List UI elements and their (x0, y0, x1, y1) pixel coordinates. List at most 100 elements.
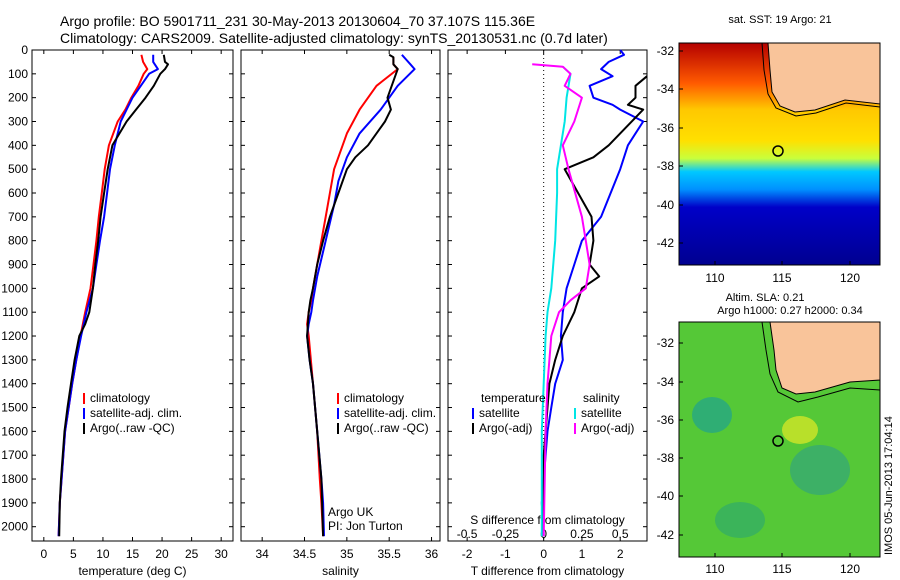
diff-legend-header: temperature (481, 391, 546, 405)
sla-lat-tick: -40 (657, 489, 675, 503)
sla-map-subtitle: Argo h1000: 0.27 h2000: 0.34 (717, 305, 863, 317)
x-tick-label: 30 (214, 547, 228, 561)
sst-lon-tick: 120 (840, 271, 860, 285)
sst-lat-tick: -36 (657, 121, 675, 135)
y-tick-label: 600 (8, 186, 28, 200)
secondary-x-tick-label: -0.5 (457, 527, 478, 541)
figure-title: Argo profile: BO 5901711_231 30-May-2013… (60, 13, 536, 29)
sla-lon-tick: 115 (772, 562, 791, 576)
sal-legend-label: satellite-adj. clim. (344, 406, 436, 420)
x-tick-label: 35 (340, 547, 354, 561)
secondary-x-tick-label: 0.25 (570, 527, 594, 541)
y-tick-label: 1400 (1, 377, 28, 391)
argo-uk-text: Argo UK (328, 505, 373, 519)
sla-lat-tick: -38 (657, 451, 675, 465)
sla-lat-tick: -42 (657, 528, 675, 542)
y-tick-label: 1800 (1, 472, 28, 486)
y-tick-label: 1300 (1, 353, 28, 367)
x-tick-label: -2 (462, 547, 473, 561)
sla-lat-tick: -36 (657, 413, 675, 427)
y-tick-label: 1200 (1, 329, 28, 343)
diff-temp-legend-label: satellite (479, 406, 520, 420)
y-tick-label: 1700 (1, 448, 28, 462)
secondary-x-axis-label: S difference from climatology (470, 513, 625, 527)
plot-frame-2 (447, 49, 648, 542)
sla-eddy (715, 502, 765, 538)
sst-lat-tick: -34 (657, 82, 675, 96)
x-tick-label: 34.5 (293, 547, 317, 561)
sla-lon-tick: 120 (840, 562, 860, 576)
sla-eddy (692, 397, 732, 433)
y-tick-label: 400 (8, 138, 28, 152)
series-line (540, 65, 572, 537)
y-tick-label: 100 (8, 67, 28, 81)
y-tick-label: 200 (8, 91, 28, 105)
y-tick-label: 1900 (1, 496, 28, 510)
x-axis-label: salinity (322, 564, 359, 578)
temp-legend-label: satellite-adj. clim. (90, 406, 182, 420)
y-tick-label: 500 (8, 162, 28, 176)
y-tick-label: 2000 (1, 520, 28, 534)
diff-sal-legend-label: Argo(-adj) (581, 421, 634, 435)
sst-land (767, 42, 881, 113)
x-axis-label: temperature (deg C) (78, 564, 186, 578)
diff-temp-legend-label: Argo(-adj) (479, 421, 532, 435)
y-tick-label: 1100 (2, 305, 28, 319)
sla-lon-tick: 110 (705, 562, 724, 576)
sla-eddy (782, 416, 818, 444)
x-tick-label: -1 (500, 547, 511, 561)
x-tick-label: 1 (579, 547, 586, 561)
x-tick-label: 15 (126, 547, 140, 561)
sst-lat-tick: -40 (657, 198, 675, 212)
x-tick-label: 34 (255, 547, 269, 561)
y-tick-label: 1600 (1, 424, 28, 438)
sst-lat-tick: -42 (657, 236, 675, 250)
x-tick-label: 2 (617, 547, 624, 561)
figure-subtitle: Climatology: CARS2009. Satellite-adjuste… (60, 30, 608, 46)
diff-sal-legend-label: satellite (581, 406, 622, 420)
pi-text: PI: Jon Turton (328, 519, 403, 533)
x-tick-label: 35.5 (378, 547, 402, 561)
sla-lat-tick: -34 (657, 375, 675, 389)
sla-coastline (761, 321, 881, 403)
series-line (58, 54, 169, 537)
x-tick-label: 0 (40, 547, 47, 561)
x-tick-label: 0 (540, 547, 547, 561)
y-tick-label: 0 (21, 43, 28, 57)
sal-legend-label: climatology (344, 391, 404, 405)
sla-eddy (790, 445, 850, 495)
sst-lat-tick: -32 (657, 44, 675, 58)
temp-legend-label: Argo(..raw -QC) (90, 421, 175, 435)
y-tick-label: 900 (8, 258, 28, 272)
x-tick-label: 25 (185, 547, 199, 561)
secondary-x-tick-label: -0.25 (492, 527, 520, 541)
diff-legend-header: salinity (583, 391, 620, 405)
series-line (532, 63, 591, 537)
sst-argo-marker (772, 145, 784, 157)
y-tick-label: 800 (8, 234, 28, 248)
plot-frame-1 (240, 49, 441, 542)
sst-lon-tick: 115 (772, 271, 791, 285)
sst-map-title: sat. SST: 19 Argo: 21 (728, 14, 831, 26)
x-tick-label: 20 (155, 547, 169, 561)
plot-frame-0 (31, 49, 234, 542)
y-tick-label: 300 (8, 115, 28, 129)
series-line (540, 49, 645, 537)
sla-argo-marker (772, 435, 784, 447)
sst-lon-tick: 110 (705, 271, 724, 285)
sal-legend-label: Argo(..raw -QC) (344, 421, 429, 435)
x-axis-label: T difference from climatology (471, 564, 625, 578)
timestamp: IMOS 05-Jun-2013 17:04:14 (883, 416, 895, 555)
x-tick-label: 10 (96, 547, 110, 561)
y-tick-label: 700 (8, 210, 28, 224)
sst-coastline (761, 42, 881, 117)
secondary-x-tick-label: 0.5 (612, 527, 629, 541)
series-line (306, 53, 399, 537)
sla-land (769, 321, 881, 395)
sst-lat-tick: -38 (657, 159, 675, 173)
x-tick-label: 36 (425, 547, 439, 561)
y-tick-label: 1500 (1, 401, 28, 415)
temp-legend-label: climatology (90, 391, 150, 405)
